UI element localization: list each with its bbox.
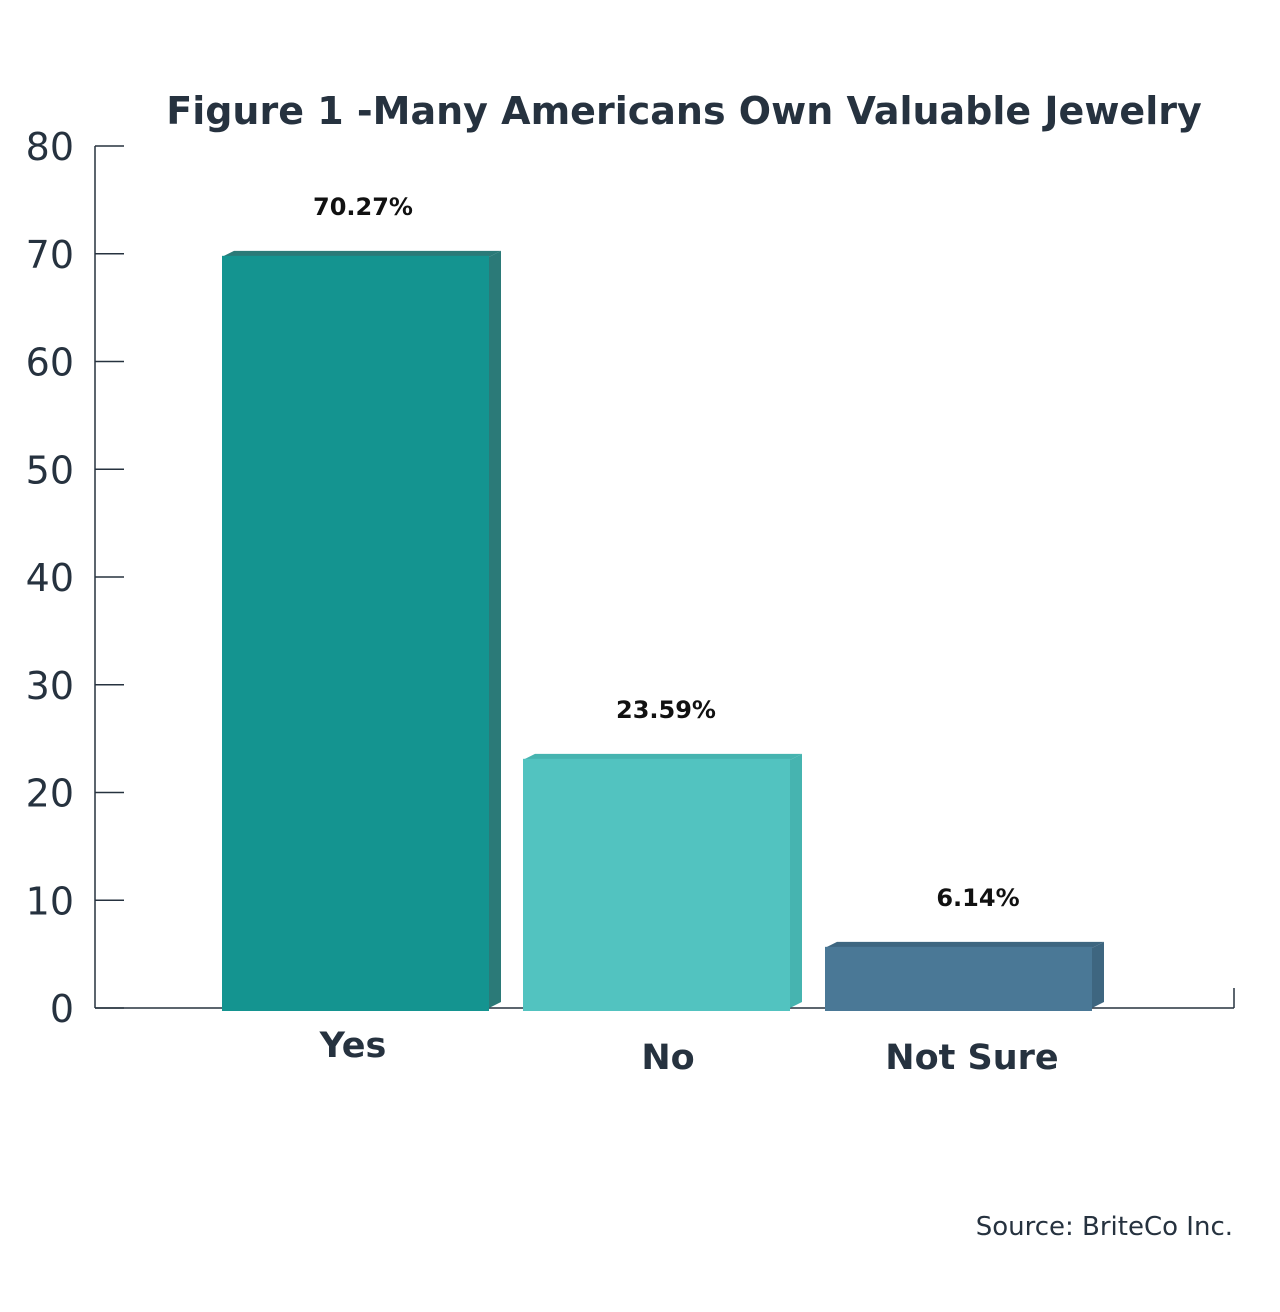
- bar-top-no: [523, 753, 802, 760]
- x-tick-label: Not Sure: [885, 1038, 1058, 1078]
- data-label: 6.14%: [936, 884, 1019, 912]
- y-tick-label: 50: [26, 448, 74, 492]
- bar-side-not-sure: [1092, 941, 1104, 1008]
- bar-not-sure: [825, 946, 1092, 1011]
- data-label: 70.27%: [313, 193, 413, 221]
- source-note: Source: BriteCo Inc.: [976, 1212, 1233, 1242]
- y-tick-label: 30: [26, 664, 74, 708]
- y-tick-label: 60: [26, 341, 74, 385]
- bar-yes: [222, 255, 489, 1011]
- bar-no: [523, 758, 790, 1011]
- bar-side-no: [790, 753, 802, 1008]
- y-tick-label: 70: [26, 233, 74, 277]
- y-tick-label: 40: [26, 556, 74, 600]
- bar-top-not-sure: [825, 941, 1104, 948]
- data-label: 23.59%: [616, 696, 716, 724]
- bar-top-yes: [222, 250, 501, 257]
- y-tick-label: 0: [50, 987, 74, 1031]
- y-tick-label: 80: [26, 125, 74, 169]
- bar-side-yes: [489, 250, 501, 1008]
- y-tick-label: 10: [26, 879, 74, 923]
- x-tick-label: No: [641, 1038, 694, 1078]
- x-tick-label: Yes: [319, 1026, 387, 1066]
- chart-title: Figure 1 -Many Americans Own Valuable Je…: [166, 89, 1202, 133]
- y-tick-label: 20: [26, 772, 74, 816]
